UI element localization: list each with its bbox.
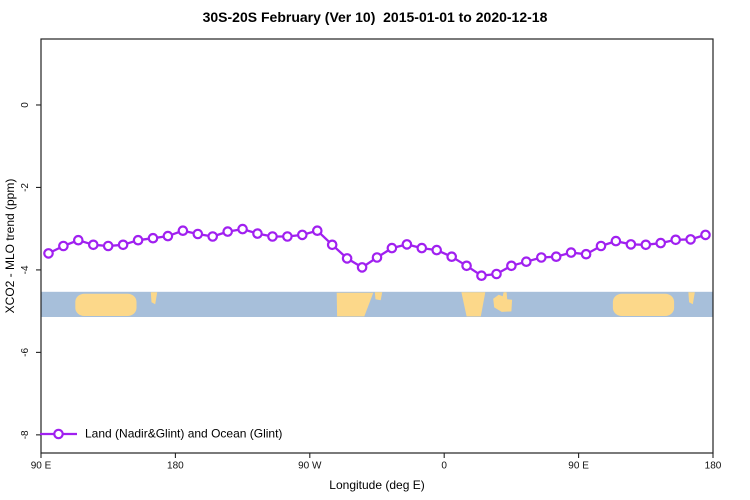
data-point [102, 240, 114, 252]
data-point [252, 228, 263, 239]
data-point [192, 228, 204, 240]
data-point [595, 240, 607, 252]
data-point [685, 234, 696, 245]
data-point [625, 239, 637, 250]
data-point [506, 260, 517, 272]
land-patch-new-caledonia-wrap [688, 292, 695, 305]
data-point [371, 252, 383, 263]
data-point [207, 231, 218, 242]
data-point [655, 237, 666, 249]
data-point [535, 252, 547, 263]
x-tick-label: 180 [705, 461, 722, 472]
data-point [416, 242, 428, 254]
data-point [670, 234, 681, 246]
data-point [237, 223, 248, 235]
data-point [550, 251, 562, 263]
data-point [491, 268, 502, 280]
legend-label: Land (Nadir&Glint) and Ocean (Glint) [85, 426, 283, 441]
data-point [43, 248, 54, 259]
data-point [520, 256, 532, 267]
y-tick-label: 0 [20, 102, 31, 108]
data-point [162, 230, 174, 242]
data-point [222, 226, 233, 237]
data-point [461, 260, 472, 272]
y-tick-label: -4 [20, 265, 31, 274]
land-patch-southern-africa [461, 292, 486, 317]
x-tick-label: 90 E [31, 461, 52, 472]
x-tick-label: 180 [167, 461, 184, 472]
data-point [401, 239, 413, 250]
data-point [311, 225, 323, 236]
y-tick-label: -8 [20, 430, 31, 439]
data-point [386, 242, 398, 254]
data-point [58, 240, 69, 252]
land-patch-madagascar-mozambique [493, 292, 513, 312]
data-point [147, 232, 159, 244]
land-patch-brazil-east-coast [374, 292, 383, 301]
x-tick-label: 90 W [298, 461, 322, 472]
data-point [356, 262, 368, 273]
plot-border [40, 38, 714, 454]
legend-marker [53, 428, 64, 440]
data-point [296, 229, 308, 241]
data-point [132, 234, 144, 246]
x-tick-label: 90 E [568, 461, 589, 472]
data-point [700, 229, 711, 241]
data-point [88, 239, 99, 251]
land-patch-australia-wrap [612, 293, 675, 316]
data-point [431, 244, 442, 256]
data-point [177, 225, 189, 236]
land-patch-australia [75, 293, 137, 316]
data-point [117, 239, 129, 251]
chart-title: 30S-20S February (Ver 10) 2015-01-01 to … [202, 9, 548, 25]
data-point [267, 231, 278, 242]
data-point [326, 239, 338, 251]
data-point [73, 234, 84, 246]
data-point [610, 235, 622, 247]
y-tick-label: -6 [20, 348, 31, 357]
x-tick-label: 0 [441, 461, 447, 472]
land-patch-south-america [336, 292, 374, 317]
data-point [640, 239, 652, 251]
y-axis-title: XCO2 - MLO trend (ppm) [3, 178, 17, 314]
data-point [476, 270, 487, 281]
data-point [341, 253, 353, 264]
land-patch-new-caledonia [150, 292, 158, 305]
y-tick-label: -2 [20, 183, 31, 192]
data-point [565, 247, 577, 258]
data-point [282, 231, 293, 242]
data-point [580, 248, 592, 260]
x-axis-title: Longitude (deg E) [329, 478, 425, 492]
data-point [446, 251, 457, 263]
